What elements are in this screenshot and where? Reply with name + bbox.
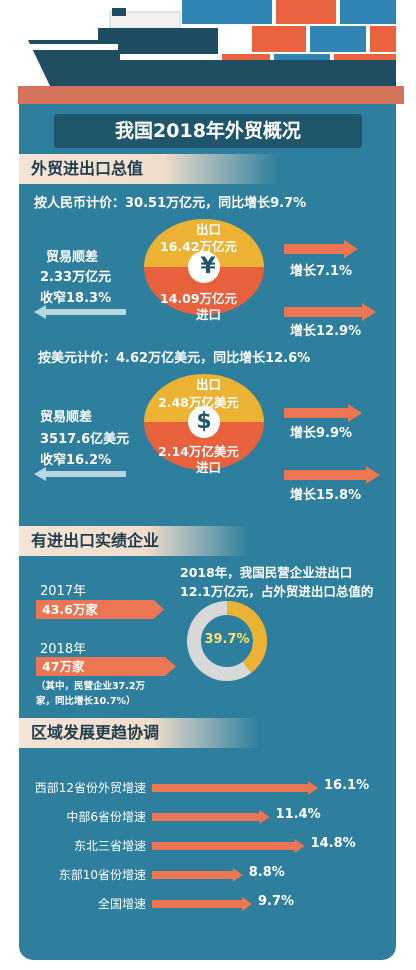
- bar-value-label: 9.7%: [258, 894, 295, 909]
- bar-mark: [152, 781, 318, 795]
- usd-import-label: 进口: [196, 460, 222, 475]
- donut-value-label: 39.7%: [204, 632, 250, 647]
- private-enterprise-text-line2: 12.1万亿元，占外贸进出口总值的: [180, 584, 374, 599]
- year-2018-label: 2018年: [40, 642, 87, 657]
- usd-surplus-label: 贸易顺差: [40, 410, 93, 425]
- usd-surplus-value: 3517.6亿美元: [40, 432, 130, 447]
- rmb-headline: 按人民币计价：30.51万亿元，同比增长9.7%: [34, 196, 307, 211]
- count-2018-badge: 47万家: [36, 657, 176, 676]
- yuan-icon: ¥: [200, 254, 216, 279]
- rmb-export-growth-arrow: [284, 240, 358, 258]
- usd-export-label: 出口: [196, 377, 222, 392]
- section-header-enterprises: 有进出口实绩企业: [19, 526, 249, 556]
- bar-category-label: 中部6省份增速: [66, 810, 146, 824]
- rmb-surplus-arrow: [34, 305, 126, 319]
- rmb-surplus-value: 2.33万亿元: [40, 270, 112, 285]
- private-share-donut: [187, 601, 267, 681]
- count-2017-badge: 43.6万家: [36, 600, 164, 619]
- bar-value-label: 11.4%: [275, 807, 321, 822]
- private-enterprise-text-line1: 2018年，我国民营企业进出口: [180, 565, 353, 580]
- bar-mark: [152, 897, 253, 911]
- bar-value-label: 16.1%: [324, 778, 370, 793]
- rmb-import-value: 14.09万亿元: [160, 291, 238, 306]
- usd-import-value: 2.14万亿美元: [158, 444, 239, 459]
- rmb-import-label: 进口: [196, 307, 222, 322]
- section-header-trade-total: 外贸进出口总值: [19, 154, 279, 184]
- bar-value-label: 8.8%: [248, 865, 285, 880]
- section-header-regional: 区域发展更趋协调: [19, 718, 259, 748]
- usd-surplus-change: 收窄16.2%: [40, 453, 112, 468]
- usd-headline: 按美元计价：4.62万亿美元，同比增长12.6%: [38, 351, 311, 366]
- rmb-trade-circle: [144, 219, 264, 315]
- bar-category-label: 东部10省份增速: [58, 868, 146, 882]
- private-note-line1: （其中，民营企业37.2万: [36, 681, 145, 692]
- bar-mark: [152, 810, 270, 824]
- bar-mark: [152, 839, 305, 853]
- rmb-export-value: 16.42万亿元: [160, 239, 238, 254]
- rmb-import-growth-arrow: [284, 303, 376, 321]
- rmb-export-growth: 增长7.1%: [290, 264, 353, 279]
- bar-category-label: 西部12省份外贸增速: [34, 781, 146, 795]
- page-title: 我国2018年外贸概况: [54, 114, 362, 148]
- rmb-import-growth: 增长12.9%: [290, 324, 362, 339]
- bar-mark: [152, 868, 243, 882]
- usd-import-growth-arrow: [284, 466, 380, 484]
- bar-category-label: 东北三省增速: [73, 839, 146, 853]
- usd-trade-circle: [144, 374, 264, 470]
- rmb-surplus-label: 贸易顺差: [46, 250, 99, 265]
- bar-value-label: 14.8%: [310, 836, 356, 851]
- cargo-ship-illustration: [0, 0, 416, 104]
- bar-category-label: 全国增速: [97, 897, 146, 911]
- year-2017-label: 2017年: [40, 584, 87, 599]
- rmb-export-label: 出口: [196, 222, 222, 237]
- rmb-surplus-change: 收窄18.3%: [40, 291, 112, 306]
- dollar-icon: $: [196, 409, 212, 434]
- donut-share-slice: [187, 601, 267, 681]
- usd-export-value: 2.48万亿美元: [158, 395, 239, 410]
- usd-surplus-arrow: [34, 467, 126, 481]
- usd-export-growth-arrow: [284, 404, 362, 422]
- usd-import-growth: 增长15.8%: [290, 488, 362, 503]
- private-note-line2: 家，同比增长10.7%）: [36, 696, 136, 707]
- usd-export-growth: 增长9.9%: [290, 426, 353, 441]
